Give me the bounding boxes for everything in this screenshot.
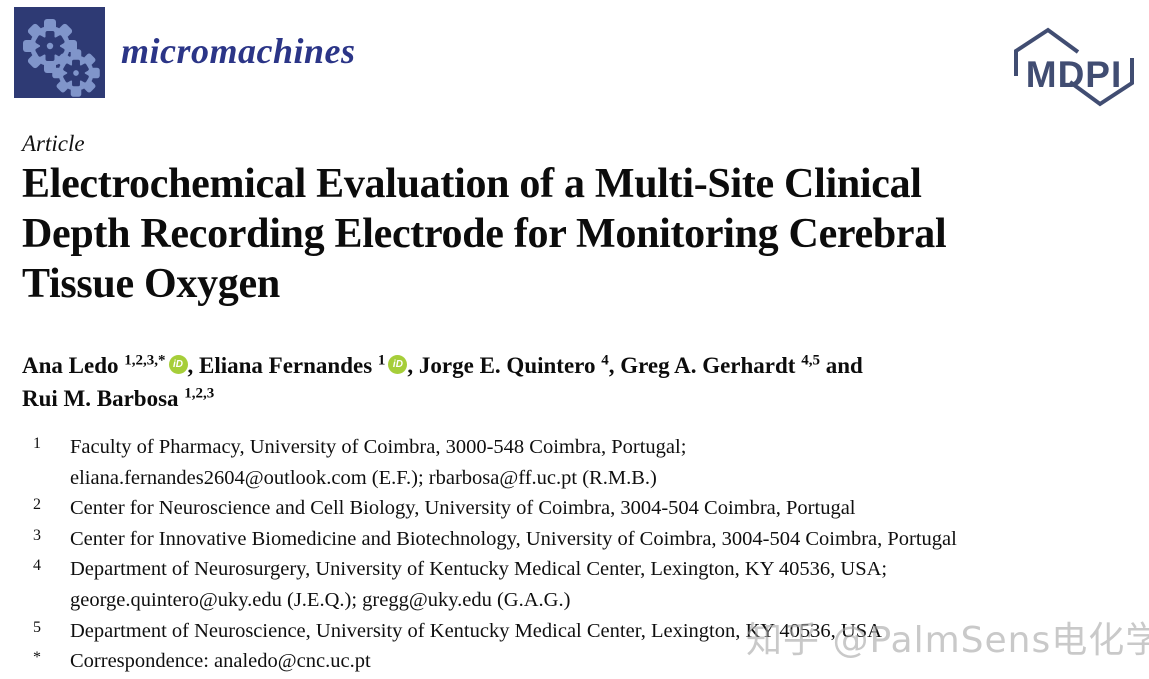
affiliation-marker: 1 [33, 435, 41, 452]
article-title: Electrochemical Evaluation of a Multi-Si… [22, 159, 1122, 309]
orcid-icon[interactable]: iD [388, 355, 408, 374]
mdpi-logo: MDPI [1014, 27, 1134, 107]
author: Ana Ledo 1,2,3,* iD, [22, 352, 199, 378]
affiliation-row: * Correspondence: analedo@cnc.uc.pt [22, 646, 1134, 677]
affiliation-marker: 4 [33, 557, 41, 575]
affiliation-row: 5 Department of Neuroscience, University … [22, 616, 1134, 647]
affiliation-row: 1 Faculty of Pharmacy, University of Coim… [22, 432, 1134, 493]
affiliation-marker: * [33, 649, 41, 667]
author: Greg A. Gerhardt 4,5 and [620, 352, 863, 378]
affiliation-text: Center for Neuroscience and Cell Biology… [70, 497, 856, 520]
affiliation-row: 3 Center for Innovative Biomedicine and B… [22, 524, 1134, 555]
author: Rui M. Barbosa 1,2,3 [22, 385, 215, 411]
affiliation-text: Department of Neuroscience, University o… [70, 619, 882, 642]
affiliation-marker: 5 [33, 618, 41, 636]
affiliation-row: 2 Center for Neuroscience and Cell Biolog… [22, 493, 1134, 524]
title-line: Depth Recording Electrode for Monitoring… [22, 211, 947, 257]
author-list: Ana Ledo 1,2,3,* iD, Eliana Fernandes 1 iD… [22, 349, 1122, 415]
author: Eliana Fernandes 1 iD, [199, 352, 419, 378]
author: Jorge E. Quintero 4, [418, 352, 621, 378]
affiliation-text: Department of Neurosurgery, University o… [70, 558, 888, 611]
affiliation-text: Faculty of Pharmacy, University of Coimb… [70, 436, 687, 489]
affiliation-marker: 2 [33, 496, 41, 514]
title-line: Electrochemical Evaluation of a Multi-Si… [22, 161, 922, 207]
journal-wordmark: micromachines [121, 30, 356, 71]
affiliation-list: 1 Faculty of Pharmacy, University of Coim… [22, 432, 1134, 677]
affiliation-row: 4 Department of Neurosurgery, University … [22, 554, 1134, 615]
title-line: Tissue Oxygen [22, 261, 280, 307]
micromachines-gears-icon [14, 7, 105, 98]
article-type-label: Article [22, 131, 85, 156]
mdpi-wordmark: MDPI [1026, 54, 1123, 95]
affiliation-marker: 3 [33, 526, 41, 544]
journal-brand: micromachines [14, 7, 356, 98]
affiliation-text: Center for Innovative Biomedicine and Bi… [70, 527, 957, 550]
affiliation-text: Correspondence: analedo@cnc.uc.pt [70, 650, 371, 673]
orcid-icon[interactable]: iD [168, 355, 188, 374]
